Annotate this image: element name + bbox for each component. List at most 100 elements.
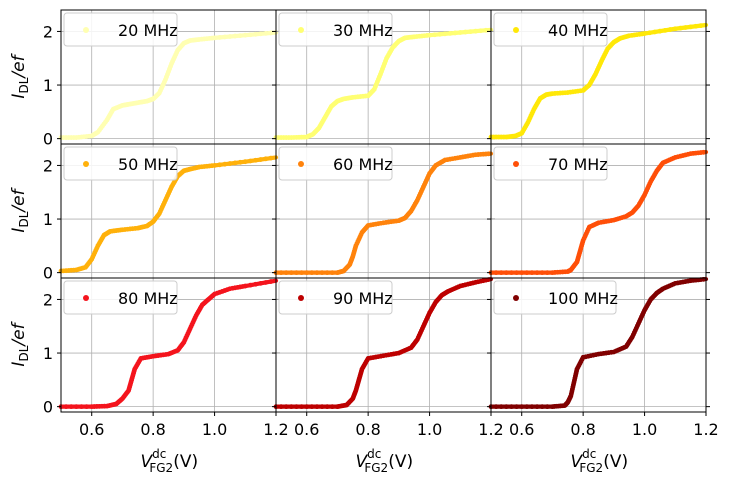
- panel-100-mhz: 0.6 0.8 1.0 1.2 100 MHz: [487, 276, 719, 439]
- legend-marker: [513, 27, 519, 33]
- data-point: [319, 404, 325, 410]
- x-axis-label: Vdc FG2(V): [571, 447, 629, 475]
- data-point: [483, 27, 489, 33]
- legend-label: 30 MHz: [333, 21, 393, 40]
- legend-box: [493, 146, 608, 181]
- data-point: [442, 31, 448, 37]
- legend: 60 MHz: [278, 146, 393, 181]
- data-point: [283, 404, 289, 410]
- data-point: [263, 31, 269, 36]
- data-point: [329, 270, 335, 276]
- data-point: [304, 404, 310, 410]
- x-tick-label: 0.8: [355, 420, 380, 439]
- data-point: [222, 161, 228, 167]
- data-point: [509, 404, 514, 410]
- data-point: [258, 157, 264, 162]
- legend: 30 MHz: [278, 12, 393, 47]
- x-tick-label: 1.2: [693, 420, 718, 439]
- data-point: [486, 151, 491, 157]
- data-point: [248, 158, 253, 164]
- x-axis-label: Vdc FG2(V): [356, 447, 414, 475]
- data-point: [304, 270, 310, 276]
- data-point: [227, 34, 233, 39]
- data-point: [457, 30, 463, 35]
- data-point: [647, 30, 653, 36]
- legend: 80 MHz: [63, 280, 178, 315]
- data-point: [278, 404, 284, 410]
- data-point: [503, 270, 509, 276]
- panel-60-mhz: 60 MHz: [272, 143, 495, 279]
- data-point: [478, 28, 484, 34]
- data-point: [84, 404, 89, 410]
- data-point: [73, 404, 79, 410]
- data-point: [314, 270, 320, 276]
- x-tick-label: 0.8: [140, 420, 165, 439]
- data-point: [294, 270, 299, 276]
- data-point: [309, 270, 315, 276]
- legend-label: 90 MHz: [333, 289, 393, 308]
- data-point: [258, 31, 264, 37]
- data-point: [253, 281, 258, 287]
- legend: 100 MHz: [493, 280, 618, 315]
- data-point: [212, 35, 217, 41]
- data-point: [529, 404, 535, 410]
- data-point: [288, 404, 294, 410]
- legend: 40 MHz: [493, 12, 608, 47]
- data-point: [268, 279, 274, 284]
- data-point: [498, 270, 504, 276]
- data-point: [657, 28, 663, 34]
- legend-box: [63, 12, 178, 47]
- data-point: [503, 404, 509, 410]
- legend-label: 100 MHz: [548, 289, 618, 308]
- x-axis-label: Vdc FG2(V): [141, 447, 199, 475]
- data-point: [539, 270, 545, 276]
- x-tick-label: 1.2: [478, 420, 503, 439]
- legend-box: [278, 146, 393, 181]
- data-point: [468, 29, 473, 35]
- data-point: [437, 31, 443, 37]
- x-tick-label: 1.0: [417, 420, 442, 439]
- data-point: [539, 404, 545, 410]
- panel-90-mhz: 0.6 0.8 1.0 1.2 90 MHz: [272, 276, 504, 439]
- panels-group: 0 1 2 20 MHz 30 MHz 40 MHz 0 1 2 50 MHz 60 MHz 70 M…: [43, 9, 719, 439]
- legend-marker: [298, 161, 304, 167]
- panel-40-mhz: 40 MHz: [487, 9, 710, 145]
- data-point: [544, 404, 550, 410]
- data-point: [642, 31, 647, 36]
- legend: 70 MHz: [493, 146, 608, 181]
- y-tick-label: 1: [43, 344, 53, 363]
- data-point: [534, 404, 540, 410]
- panel-80-mhz: 0 1 2 0.6 0.8 1.0 1.2 80 MHz: [43, 277, 289, 439]
- data-point: [493, 270, 499, 276]
- legend-box: [493, 280, 617, 315]
- data-point: [509, 270, 514, 276]
- data-point: [253, 31, 258, 37]
- y-axis-label: IDL/ef: [9, 52, 31, 98]
- data-point: [544, 270, 550, 276]
- data-point: [701, 149, 706, 155]
- legend-marker: [513, 161, 519, 167]
- data-point: [217, 35, 223, 40]
- y-axis-label: IDL/ef: [9, 320, 31, 366]
- data-point: [283, 270, 289, 276]
- legend-marker: [298, 27, 304, 33]
- y-tick-label: 2: [43, 22, 53, 41]
- data-point: [519, 404, 525, 410]
- panel-20-mhz: 0 1 2 20 MHz: [43, 9, 280, 149]
- data-point: [314, 404, 320, 410]
- data-point: [652, 29, 658, 35]
- legend: 20 MHz: [63, 12, 178, 47]
- y-tick-label: 2: [43, 156, 53, 175]
- data-point: [278, 270, 284, 276]
- data-point: [662, 27, 668, 33]
- data-point: [212, 163, 217, 168]
- data-point: [248, 32, 253, 38]
- data-point: [452, 30, 458, 36]
- y-tick-label: 0: [43, 398, 53, 417]
- legend-label: 60 MHz: [333, 155, 393, 174]
- data-point: [288, 270, 294, 276]
- data-point: [237, 33, 243, 39]
- y-tick-label: 2: [43, 290, 53, 309]
- x-tick-label: 0.6: [79, 420, 104, 439]
